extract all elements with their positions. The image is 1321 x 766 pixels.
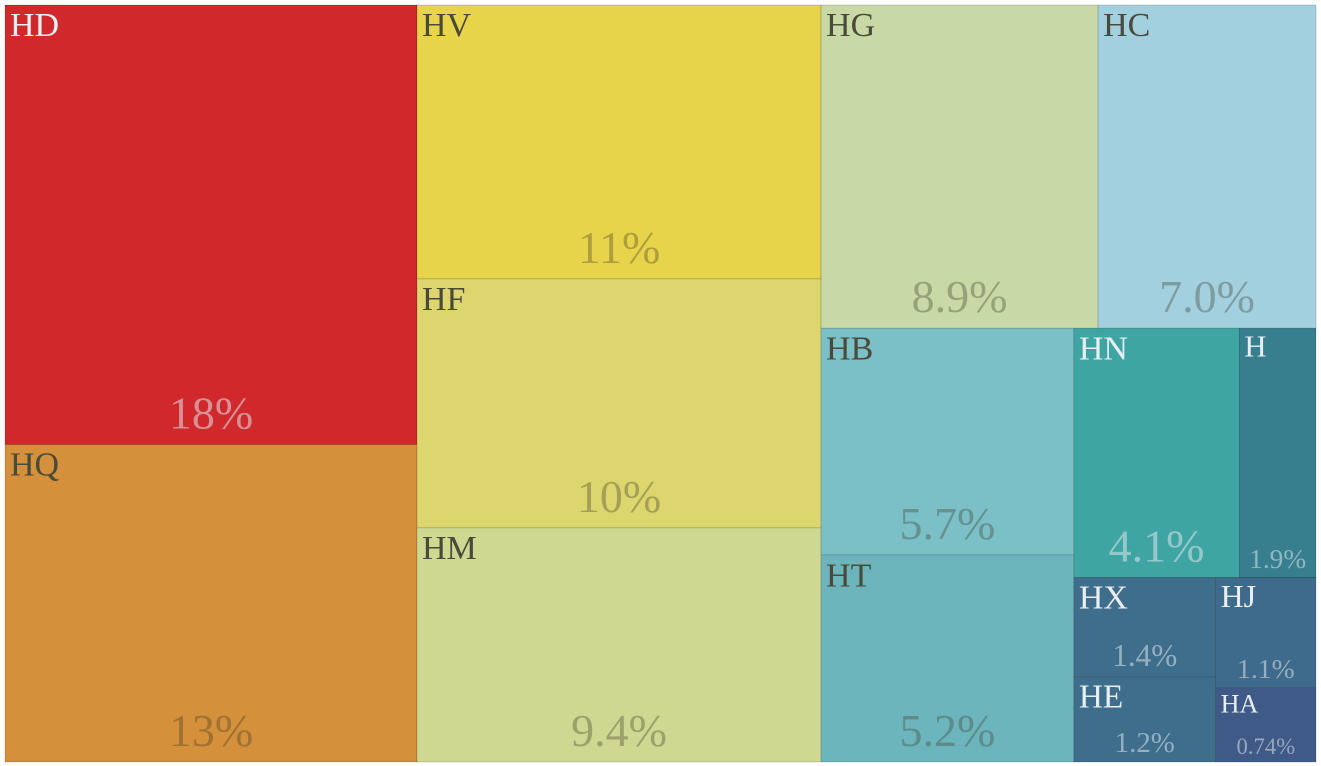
tile-label: HN: [1079, 330, 1128, 367]
tile-label: HM: [422, 530, 477, 567]
tile-label: HE: [1079, 678, 1123, 715]
value-label: 13%: [169, 705, 253, 756]
tile: [4, 444, 418, 763]
tile: [1239, 327, 1317, 578]
tile-label: HA: [1221, 690, 1259, 719]
value-label: 11%: [578, 222, 661, 273]
tile: [820, 327, 1075, 556]
tile-label: HG: [826, 7, 875, 44]
tile: [4, 4, 418, 445]
tile: [416, 4, 822, 280]
value-label: 9.4%: [571, 705, 667, 756]
value-label: 7.0%: [1159, 271, 1255, 322]
tile: [820, 554, 1075, 763]
value-label: 5.7%: [900, 498, 996, 549]
value-label: 1.4%: [1112, 638, 1177, 673]
value-label: 1.1%: [1237, 653, 1295, 684]
tile-label: HX: [1079, 580, 1128, 617]
value-label: 10%: [577, 471, 661, 522]
tile-label: HD: [10, 7, 59, 44]
tile-label: HJ: [1221, 579, 1256, 614]
tile: [1073, 577, 1216, 678]
value-label: 5.2%: [900, 705, 996, 756]
tile: [820, 4, 1099, 329]
tile-label: H: [1244, 330, 1266, 364]
tile-label: HC: [1103, 7, 1150, 44]
tile-label: HT: [826, 557, 872, 594]
value-label: 0.74%: [1237, 734, 1296, 759]
tile: [416, 527, 822, 763]
tile-label: HF: [422, 281, 465, 318]
tile: [1215, 687, 1317, 763]
tile-label: HQ: [10, 447, 59, 484]
value-label: 8.9%: [912, 271, 1008, 322]
tile: [1215, 577, 1317, 689]
value-label: 4.1%: [1109, 520, 1205, 571]
tile: [1097, 4, 1317, 329]
tile-label: HB: [826, 330, 873, 367]
tile: [416, 278, 822, 529]
value-label: 18%: [169, 387, 253, 438]
value-label: 1.2%: [1115, 727, 1175, 759]
value-label: 1.9%: [1249, 544, 1306, 574]
tile-label: HV: [422, 7, 472, 44]
